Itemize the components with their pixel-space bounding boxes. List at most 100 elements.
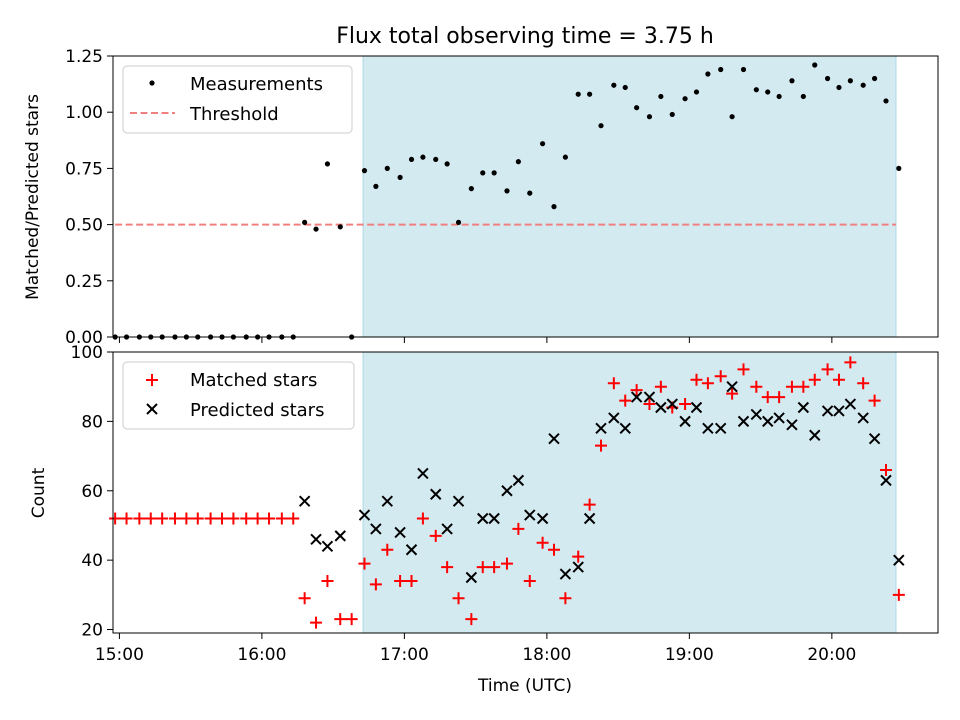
- matched-stars-point: [643, 398, 656, 411]
- matched-stars-point: [832, 373, 845, 386]
- matched-stars-point: [785, 380, 798, 393]
- matched-stars-point: [275, 512, 288, 525]
- matched-stars-point: [216, 512, 229, 525]
- measurement-point: [705, 71, 711, 77]
- y-tick-label: 1.00: [65, 103, 103, 123]
- matched-stars-point: [714, 370, 727, 383]
- predicted-stars-point: [737, 415, 750, 428]
- legend-matched-marker: [146, 374, 158, 386]
- matched-stars-point: [405, 574, 418, 587]
- count-panel-frame: [112, 351, 939, 634]
- measurement-point: [420, 154, 426, 160]
- measurement-point: [776, 93, 782, 100]
- matched-stars-point: [109, 512, 122, 525]
- predicted-stars-point: [679, 415, 691, 428]
- predicted-stars-point: [868, 433, 881, 445]
- measurement-point: [611, 82, 617, 88]
- y-tick-label: 0.75: [65, 159, 103, 179]
- matched-stars-point: [263, 512, 276, 525]
- matched-stars-point: [630, 384, 643, 397]
- legend-measurements-marker: [149, 80, 155, 86]
- matched-stars-point: [358, 557, 371, 570]
- count-y-axis-label: Count: [29, 467, 49, 518]
- measurement-point: [646, 114, 653, 120]
- predicted-stars-point: [548, 433, 560, 445]
- measurement-point: [871, 75, 878, 82]
- predicted-stars-point: [394, 526, 406, 539]
- predicted-stars-point: [893, 554, 905, 566]
- measurement-point: [634, 105, 640, 111]
- x-tick-label: 17:00: [380, 645, 429, 665]
- matched-stars-point: [191, 512, 204, 525]
- predicted-stars-point: [666, 398, 678, 410]
- predicted-stars-point: [762, 415, 774, 428]
- ratio-legend: Measurements Threshold: [122, 65, 353, 134]
- matched-stars-point: [797, 380, 810, 393]
- predicted-stars-point: [690, 401, 703, 414]
- matched-stars-point: [512, 522, 525, 535]
- predicted-stars-point: [430, 488, 442, 500]
- matched-stars-point: [321, 574, 334, 587]
- predicted-stars-point: [857, 412, 869, 424]
- matched-stars-point: [144, 512, 157, 525]
- measurement-point: [361, 168, 368, 174]
- measurement-point: [455, 219, 462, 225]
- matched-stars-point: [334, 613, 347, 626]
- measurement-point: [682, 96, 688, 102]
- matched-stars-point: [879, 463, 892, 476]
- matched-stars-point: [488, 561, 501, 574]
- matched-stars-point: [821, 363, 834, 376]
- measurement-point: [718, 66, 724, 73]
- predicted-stars-point: [595, 422, 607, 435]
- matched-stars-point: [595, 439, 608, 452]
- matched-stars-point: [726, 387, 739, 400]
- measurement-point: [669, 111, 675, 118]
- measurement-point: [480, 170, 486, 176]
- predicted-stars-point: [477, 512, 489, 525]
- measurement-point: [622, 84, 628, 91]
- matched-stars-point: [690, 373, 703, 386]
- matched-stars-point: [844, 356, 857, 369]
- matched-stars-point: [679, 398, 692, 411]
- measurement-point: [598, 123, 604, 129]
- measurement-point: [896, 165, 902, 171]
- matched-stars-point: [168, 512, 181, 525]
- matched-stars-point: [394, 574, 407, 587]
- predicted-stars-point: [844, 398, 857, 410]
- matched-stars-point: [180, 512, 193, 525]
- y-tick-label: 0.50: [65, 216, 103, 236]
- measurement-point: [397, 174, 403, 180]
- count-legend: Matched stars Predicted stars: [122, 361, 355, 430]
- measurement-point: [800, 93, 806, 100]
- measurement-point: [729, 114, 735, 120]
- matched-stars-point: [654, 380, 667, 393]
- matched-stars-point: [156, 512, 169, 525]
- measurement-point: [468, 186, 474, 192]
- y-tick-label: 0.00: [65, 328, 103, 348]
- matched-stars-point: [381, 543, 394, 556]
- predicted-stars-point: [572, 561, 584, 573]
- matched-stars-point: [476, 561, 489, 574]
- matched-stars-point: [536, 536, 549, 549]
- matched-stars-point: [452, 592, 465, 605]
- x-tick-label: 15:00: [95, 645, 144, 665]
- measurement-point: [515, 159, 521, 165]
- ratio-panel-frame: [112, 55, 939, 338]
- matched-stars-point: [559, 592, 572, 605]
- matched-stars-point: [345, 613, 358, 626]
- measurement-point: [302, 219, 308, 225]
- predicted-stars-point: [334, 530, 346, 542]
- matched-stars-point: [416, 512, 429, 525]
- chart-title: Flux total observing time = 3.75 h: [336, 24, 714, 49]
- matched-stars-point: [857, 377, 870, 390]
- matched-stars-point: [808, 373, 821, 386]
- matched-stars-point: [761, 391, 774, 404]
- matched-stars-point: [287, 512, 300, 525]
- measurement-point: [847, 78, 853, 84]
- measurement-point: [551, 204, 557, 210]
- predicted-stars-point: [702, 422, 714, 435]
- measurement-point: [883, 98, 889, 104]
- predicted-stars-point: [501, 485, 513, 497]
- predicted-stars-point: [833, 405, 845, 417]
